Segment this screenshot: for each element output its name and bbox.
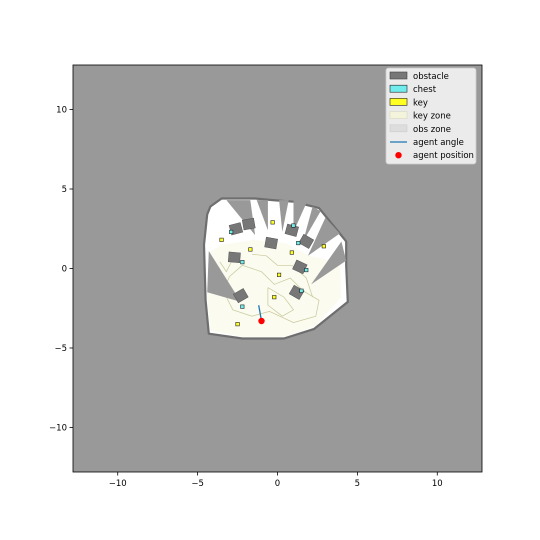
legend-label: key [413, 98, 428, 108]
obstacle [241, 217, 256, 231]
obstacle-zone-wedge [311, 241, 347, 285]
obstacle [298, 233, 315, 249]
legend-entry: key [389, 98, 428, 108]
legend-swatch [389, 84, 408, 93]
legend-entry: obstacle [389, 71, 449, 82]
legend-entry: agent angle [390, 138, 464, 148]
chest-marker [299, 288, 304, 293]
legend-swatch [389, 71, 408, 80]
y-tick-label: −5 [54, 344, 67, 354]
legend-label: agent position [413, 151, 474, 161]
x-tick-label: −5 [191, 479, 204, 489]
obstacle-zone-wedge [279, 200, 289, 232]
agent-position-dot [258, 317, 265, 325]
legend-entry: chest [389, 84, 437, 95]
legend-swatch [389, 111, 408, 119]
obstacle-zone-wedge [207, 251, 241, 302]
key-marker [276, 272, 282, 277]
y-tick-label: 5 [62, 185, 67, 195]
chest-marker [296, 241, 301, 246]
key-marker [272, 295, 277, 300]
legend-swatch [389, 98, 408, 106]
obstacle-zone-wedge [293, 200, 307, 232]
obstacle [264, 236, 278, 250]
key-marker [289, 250, 294, 255]
legend-label: obs zone [413, 125, 451, 135]
y-tick-label: −10 [49, 423, 67, 433]
key-marker [219, 237, 224, 242]
key-marker [235, 322, 240, 327]
y-tick-label: 10 [56, 106, 67, 116]
key-marker [321, 244, 326, 249]
key-zone-contour [219, 261, 232, 273]
x-tick-label: −10 [109, 479, 127, 489]
key-zone-contour [251, 253, 313, 298]
legend-label: key zone [413, 112, 451, 122]
legend-swatch [395, 152, 402, 159]
key-marker [270, 220, 275, 225]
legend-entry: obs zone [389, 124, 451, 135]
obstacle-zone-wedge [303, 206, 321, 242]
chest-marker [229, 229, 234, 234]
legend-label: obstacle [413, 72, 449, 82]
object-layer [219, 217, 326, 327]
legend-label: agent angle [413, 138, 464, 148]
key-zone-contour [222, 264, 320, 323]
chest-marker [291, 223, 296, 228]
x-tick-label: 10 [432, 479, 443, 489]
y-tick-label: 0 [62, 265, 67, 275]
obstacle [227, 251, 241, 264]
obstacle [232, 288, 249, 304]
chest-marker [240, 260, 245, 265]
obstacle-zone-wedge [307, 217, 340, 256]
x-tick-label: 0 [275, 479, 280, 489]
obstacle-zone-wedge [256, 200, 268, 231]
legend-box [385, 67, 477, 165]
legend-entry: key zone [389, 111, 451, 122]
legend-swatch [389, 124, 408, 133]
key-marker [248, 247, 253, 252]
legend-entry: agent position [395, 151, 474, 161]
key-zone-contour [267, 287, 295, 317]
zone-layer [202, 197, 349, 340]
chest-marker [304, 267, 309, 273]
x-tick-label: 5 [355, 479, 360, 489]
legend: obstacle chest key key zone obs zone agent an… [385, 67, 477, 165]
obstacle [288, 284, 305, 300]
chest-marker [240, 304, 245, 309]
legend-label: chest [413, 85, 437, 95]
axes: −10 −5 0 5 10 10 5 0 −5 −10 [49, 106, 443, 489]
